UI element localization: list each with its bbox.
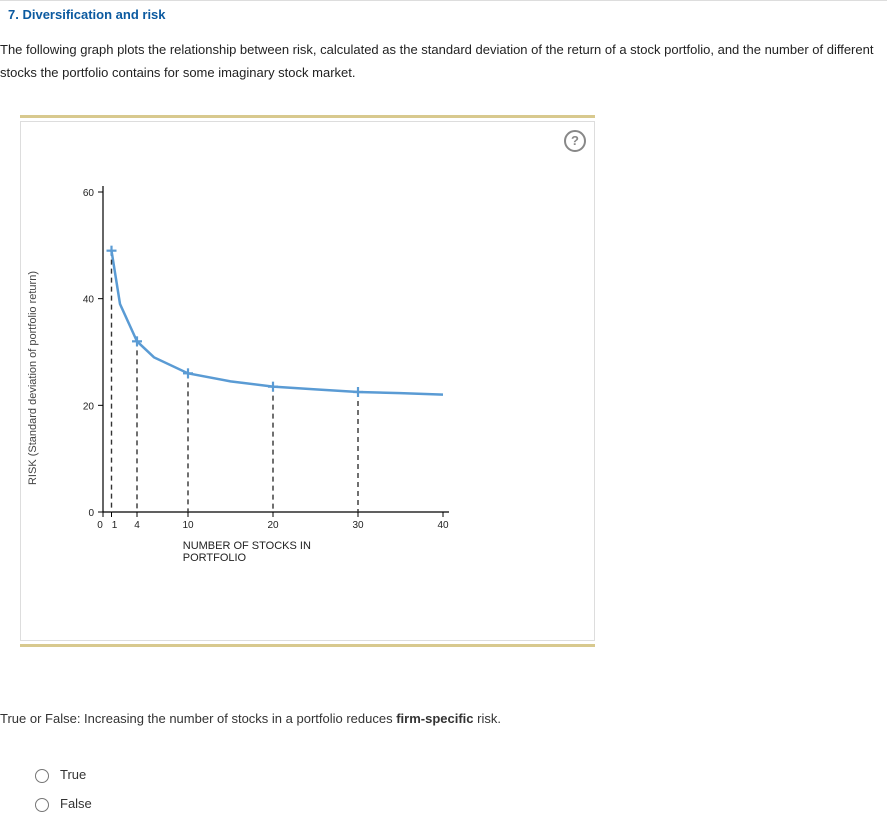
svg-text:60: 60 [83,188,95,199]
option-true-label: True [60,767,86,782]
chart-svg: 020406001410203040 [43,182,473,542]
option-false[interactable]: False [30,789,887,818]
tf-bold: firm-specific [396,711,473,726]
svg-text:10: 10 [182,520,194,531]
divider-bottom [20,644,595,647]
x-axis-label: NUMBER OF STOCKS IN PORTFOLIO [183,540,377,564]
svg-text:0: 0 [88,508,94,519]
svg-text:40: 40 [437,520,449,531]
question-header: 7. Diversification and risk [0,0,887,28]
svg-text:1: 1 [112,520,118,531]
tf-question: True or False: Increasing the number of … [0,707,887,750]
option-true[interactable]: True [30,760,887,789]
svg-text:4: 4 [134,520,140,531]
plot-area: RISK (Standard deviation of portfolio re… [43,182,473,562]
svg-text:0: 0 [97,520,103,531]
question-number: 7. [8,7,19,22]
svg-text:20: 20 [83,401,95,412]
tf-prefix: True or False: Increasing the number of … [0,711,396,726]
intro-text: The following graph plots the relationsh… [0,28,887,85]
svg-text:30: 30 [352,520,364,531]
options-group: True False [0,760,887,818]
radio-false[interactable] [35,798,49,812]
question-title: Diversification and risk [22,7,165,22]
chart-section: ? RISK (Standard deviation of portfolio … [20,115,595,647]
tf-suffix: risk. [474,711,501,726]
option-false-label: False [60,796,92,811]
radio-true[interactable] [35,769,49,783]
chart-box: ? RISK (Standard deviation of portfolio … [20,121,595,641]
y-axis-label: RISK (Standard deviation of portfolio re… [27,271,39,485]
divider-top [20,115,595,118]
svg-text:40: 40 [83,294,95,305]
svg-text:20: 20 [267,520,279,531]
help-icon[interactable]: ? [564,130,586,152]
